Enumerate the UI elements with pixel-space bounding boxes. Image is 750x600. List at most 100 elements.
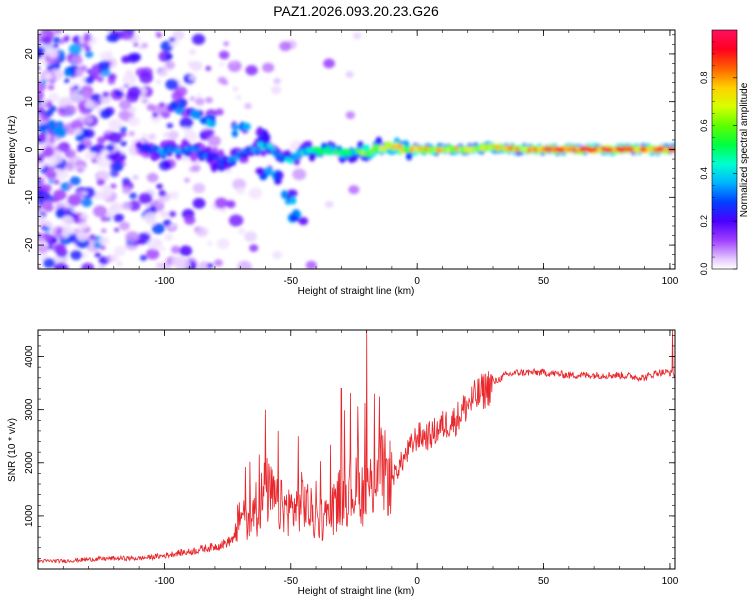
noise-blob xyxy=(57,228,63,234)
noise-blob xyxy=(38,236,46,244)
noise-blob xyxy=(70,250,83,261)
noise-blob xyxy=(84,100,95,110)
noise-blob xyxy=(97,170,111,181)
noise-blob xyxy=(232,178,247,190)
noise-blob xyxy=(53,243,67,254)
ridge-cell xyxy=(375,136,382,146)
noise-blob xyxy=(141,133,148,139)
noise-blob xyxy=(101,228,107,233)
noise-blob xyxy=(38,200,44,206)
noise-blob xyxy=(129,192,137,200)
noise-blob xyxy=(118,110,131,121)
x-tick-label: -50 xyxy=(284,576,299,587)
noise-blob xyxy=(70,119,84,131)
ridge-cell xyxy=(254,147,261,153)
noise-blob xyxy=(114,90,123,97)
noise-blob xyxy=(105,144,115,152)
noise-blob xyxy=(145,217,157,226)
snr-panel: -100 -50 0 50 100 1000 2000 3000 4000 Height of… xyxy=(7,329,679,597)
noise-blob xyxy=(81,197,93,208)
ridge-branch-cell xyxy=(255,167,265,175)
noise-blob xyxy=(108,119,122,131)
noise-blob xyxy=(45,170,57,180)
y-tick-label: -20 xyxy=(24,237,35,252)
noise-blob xyxy=(262,62,275,73)
noise-blob xyxy=(99,51,112,62)
noise-blob xyxy=(133,42,139,47)
spectrogram-x-label: Height of straight line (km) xyxy=(298,286,415,297)
noise-blob xyxy=(141,42,149,49)
noise-blob xyxy=(114,227,120,232)
noise-blob xyxy=(164,233,174,241)
noise-blob xyxy=(158,190,167,197)
noise-blob xyxy=(109,254,119,262)
noise-blob xyxy=(206,241,213,247)
noise-blob xyxy=(119,126,127,133)
x-tick-label: -50 xyxy=(284,276,299,287)
noise-blob xyxy=(38,266,41,269)
noise-blob xyxy=(352,32,362,40)
spectrogram-x-ticks: -100 -50 0 50 100 xyxy=(37,30,679,287)
noise-blob xyxy=(168,210,177,218)
noise-blob xyxy=(68,233,80,243)
noise-blob xyxy=(196,100,204,106)
snr-x-ticks: -100 -50 0 50 100 xyxy=(37,330,679,587)
noise-blob xyxy=(96,136,106,144)
noise-blob xyxy=(179,117,194,129)
noise-blob xyxy=(147,237,162,250)
noise-blob xyxy=(183,130,198,143)
noise-blob xyxy=(190,60,203,72)
noise-blob xyxy=(245,65,258,76)
noise-blob xyxy=(213,259,223,267)
noise-blob xyxy=(113,172,119,177)
noise-blob xyxy=(54,262,69,269)
noise-blob xyxy=(83,35,91,42)
noise-blob xyxy=(171,256,186,268)
noise-blob xyxy=(205,128,215,137)
noise-blob xyxy=(345,111,356,120)
ridge-branch-cell xyxy=(298,216,309,226)
ridge-branch-cell xyxy=(289,196,297,205)
noise-blob xyxy=(57,142,71,153)
noise-blob xyxy=(139,254,148,261)
colorbar-tick-label: 0.4 xyxy=(699,167,709,180)
noise-blob xyxy=(149,205,157,212)
noise-blob xyxy=(160,210,169,219)
noise-blob xyxy=(100,216,108,222)
noise-blob xyxy=(76,166,84,173)
noise-blob xyxy=(47,244,54,250)
chart-title: PAZ1.2026.093.20.23.G26 xyxy=(273,3,439,19)
noise-blob xyxy=(158,102,165,108)
noise-blob xyxy=(192,183,206,194)
noise-blob xyxy=(111,161,124,172)
noise-blob xyxy=(38,46,45,57)
noise-blob xyxy=(140,95,148,101)
noise-blob xyxy=(69,176,81,186)
noise-blob xyxy=(60,182,72,192)
noise-blob xyxy=(88,234,96,241)
ridge-branch-cell xyxy=(190,109,200,119)
y-tick-label: 0 xyxy=(24,146,35,152)
noise-blob xyxy=(188,49,196,55)
noise-blob xyxy=(97,188,111,200)
amplitude-colorbar: 0.0 0.2 0.4 0.6 0.8 Normalized spectral ampl… xyxy=(699,29,750,276)
noise-blob xyxy=(228,214,244,227)
snr-y-ticks: 1000 2000 3000 4000 xyxy=(24,335,675,570)
noise-blob xyxy=(42,252,49,258)
noise-blob xyxy=(214,197,228,209)
noise-blob xyxy=(38,66,41,71)
ridge-branch-cell xyxy=(290,215,300,222)
noise-blob xyxy=(235,95,242,100)
noise-blob xyxy=(151,223,165,235)
noise-blob xyxy=(273,77,281,85)
noise-blob xyxy=(215,108,224,116)
colorbar-tick-label: 0.0 xyxy=(699,263,709,276)
noise-blob xyxy=(39,168,45,173)
noise-blob xyxy=(73,85,79,91)
noise-blob xyxy=(89,145,98,153)
noise-blob xyxy=(119,86,125,91)
noise-blob xyxy=(48,92,60,102)
colorbar-ticks: 0.0 0.2 0.4 0.6 0.8 xyxy=(699,41,737,276)
noise-blob xyxy=(127,86,142,98)
noise-blob xyxy=(145,248,160,260)
